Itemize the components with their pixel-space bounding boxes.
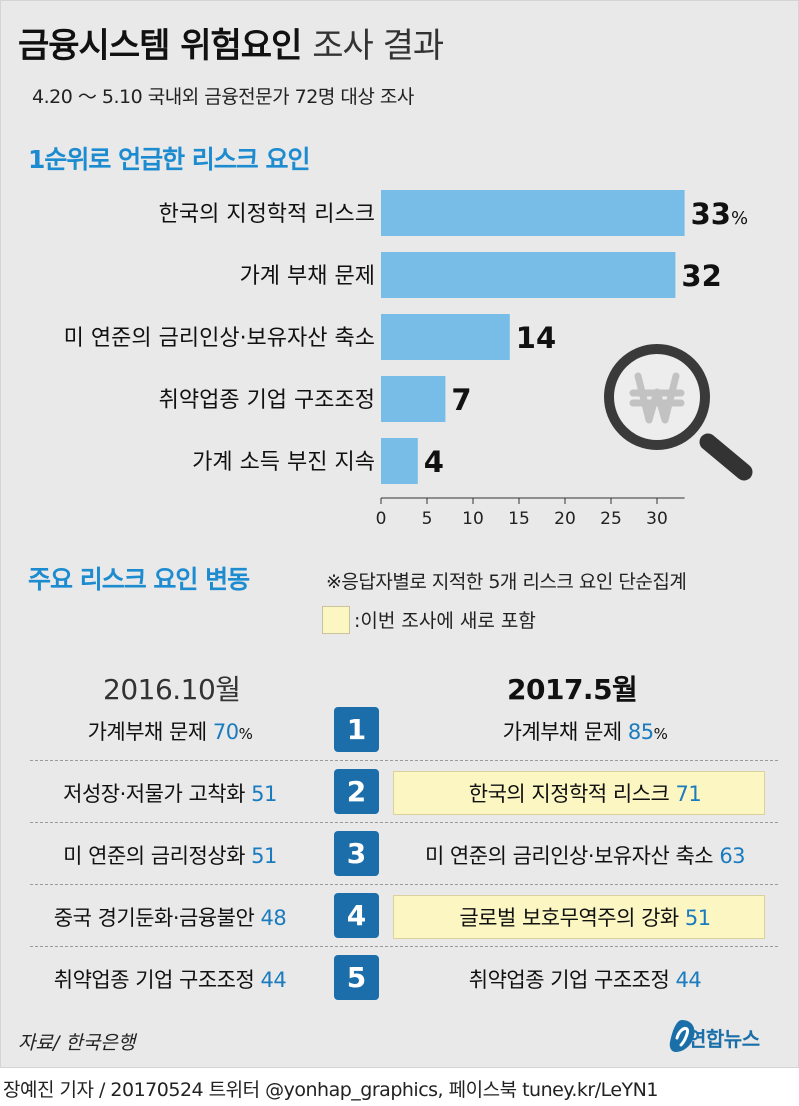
- right-item: 한국의 지정학적 리스크 71: [386, 778, 784, 808]
- right-item: 미 연준의 금리인상·보유자산 축소 63: [386, 840, 784, 870]
- right-item: 가계부채 문제 85%: [386, 716, 784, 746]
- x-tick-label: 10: [462, 509, 484, 529]
- x-tick-label: 30: [646, 509, 668, 529]
- left-value: 44: [260, 968, 287, 992]
- yonhap-logo-icon: [669, 1020, 695, 1052]
- rank-badge: 2: [334, 769, 379, 814]
- value-label: 7: [451, 383, 471, 417]
- left-column-header: 2016.10월: [103, 673, 241, 706]
- rank-badge: 4: [334, 893, 379, 938]
- rank-badge: 5: [334, 955, 379, 1000]
- panel: [0, 0, 799, 1068]
- left-value: 70: [212, 720, 239, 744]
- row-separator: [30, 760, 778, 761]
- left-item: 저성장·저물가 고착화 51: [14, 778, 326, 808]
- new-item-highlight: [393, 895, 765, 939]
- left-label: 중국 경기둔화·금융불안: [53, 906, 255, 930]
- category-label: 가계 소득 부진 지속: [192, 450, 375, 475]
- category-label: 가계 부채 문제: [240, 264, 375, 289]
- source-note: 자료/ 한국은행: [18, 1032, 136, 1054]
- category-label: 취약업종 기업 구조조정: [159, 388, 375, 413]
- title-light: 조사 결과: [312, 26, 444, 66]
- credit-footer: 장예진 기자 / 20170524 트위터 @yonhap_graphics, …: [3, 1079, 658, 1101]
- right-label: 한국의 지정학적 리스크: [468, 782, 670, 806]
- value-label: 4: [424, 445, 444, 479]
- row-separator: [30, 884, 778, 885]
- left-value: 51: [251, 844, 277, 868]
- right-label: 글로벌 보호무역주의 강화: [459, 906, 679, 930]
- title-bold: 금융시스템 위험요인: [18, 26, 302, 66]
- bars-group: 한국의 지정학적 리스크 33% 가계 부채 문제 32 미 연준의 금리인상·보유자산…: [64, 190, 748, 529]
- right-value: 63: [719, 844, 746, 868]
- left-item: 미 연준의 금리정상화 51: [14, 840, 326, 870]
- right-item: 취약업종 기업 구조조정 44: [386, 964, 784, 994]
- bar: [381, 252, 676, 298]
- page-title: 금융시스템 위험요인 조사 결과: [18, 18, 444, 67]
- right-label: 미 연준의 금리인상·보유자산 축소: [424, 844, 714, 868]
- left-item: 가계부채 문제 70%: [14, 716, 326, 746]
- category-label: 한국의 지정학적 리스크: [159, 202, 375, 227]
- logo-text: 연합뉴스: [688, 1027, 760, 1051]
- row-separator: [30, 822, 778, 823]
- x-tick-label: 15: [508, 509, 530, 529]
- bar: [381, 376, 446, 422]
- page-subtitle: 4.20 ～ 5.10 국내외 금융전문가 72명 대상 조사: [32, 86, 414, 108]
- left-value: 51: [251, 782, 277, 806]
- left-label: 미 연준의 금리정상화: [63, 844, 245, 868]
- right-value: 85: [627, 720, 654, 744]
- unit-label: %: [731, 208, 748, 229]
- right-unit: %: [653, 725, 668, 743]
- x-tick-label: 20: [554, 509, 576, 529]
- section1-heading: 1순위로 언급한 리스크 요인: [28, 145, 311, 174]
- left-unit: %: [238, 725, 253, 743]
- value-label: 33%: [691, 197, 748, 231]
- row-separator: [30, 946, 778, 947]
- left-label: 가계부채 문제: [87, 720, 208, 744]
- magnifier-won-icon: [604, 344, 753, 481]
- rank-badge: 3: [334, 831, 379, 876]
- value-label: 14: [516, 321, 556, 355]
- aggregation-note: ※응답자별로 지적한 5개 리스크 요인 단순집계: [326, 571, 687, 593]
- right-value: 71: [675, 782, 702, 806]
- bar: [381, 438, 418, 484]
- left-item: 중국 경기둔화·금융불안 48: [14, 902, 326, 932]
- category-label: 미 연준의 금리인상·보유자산 축소: [64, 326, 375, 351]
- x-tick-label: 0: [376, 509, 387, 529]
- x-tick-label: 25: [600, 509, 622, 529]
- bar: [381, 314, 510, 360]
- right-value: 51: [684, 906, 711, 930]
- legend-swatch: [322, 606, 350, 634]
- bar: [381, 190, 685, 236]
- new-item-highlight: [393, 771, 765, 815]
- legend-label: :이번 조사에 새로 포함: [354, 610, 536, 632]
- x-tick-label: 5: [422, 509, 433, 529]
- left-label: 취약업종 기업 구조조정: [53, 968, 255, 992]
- right-label: 취약업종 기업 구조조정: [468, 968, 670, 992]
- left-item: 취약업종 기업 구조조정 44: [14, 964, 326, 994]
- rank-badge: 1: [334, 707, 379, 752]
- bar-chart: 한국의 지정학적 리스크 33% 가계 부채 문제 32 미 연준의 금리인상·보유자산…: [64, 190, 753, 529]
- left-label: 저성장·저물가 고착화: [63, 782, 245, 806]
- value-label: 32: [681, 259, 721, 293]
- right-item: 글로벌 보호무역주의 강화 51: [386, 902, 784, 932]
- left-value: 48: [260, 906, 287, 930]
- section2-heading: 주요 리스크 요인 변동: [28, 565, 250, 594]
- right-column-header: 2017.5월: [507, 673, 638, 706]
- right-label: 가계부채 문제: [502, 720, 623, 744]
- right-value: 44: [675, 968, 702, 992]
